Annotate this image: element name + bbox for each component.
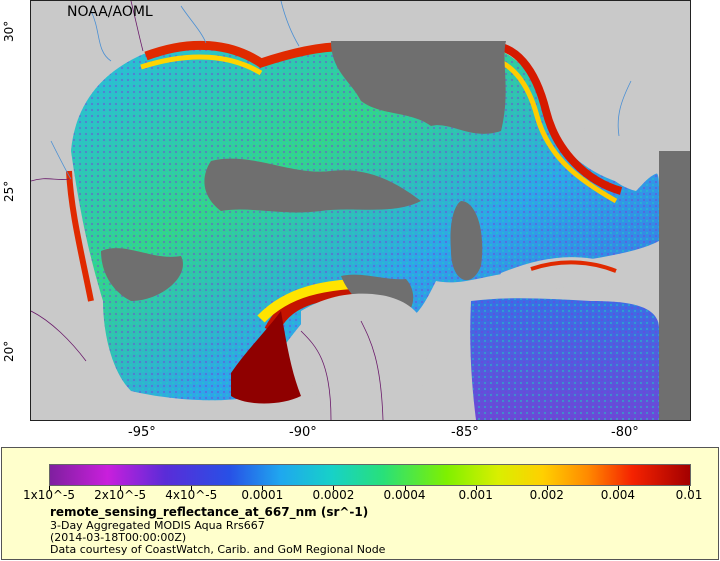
colorbar bbox=[49, 464, 691, 486]
map-source-label: NOAA/AOML bbox=[67, 4, 153, 20]
colorbar-tickmark bbox=[546, 486, 548, 490]
lat-tick-20: 20° bbox=[2, 340, 16, 362]
colorbar-tickmark bbox=[475, 486, 477, 490]
colorbar-tickmark bbox=[120, 486, 122, 490]
nodata-patches bbox=[101, 41, 506, 321]
colorbar-tick-label: 0.0004 bbox=[383, 488, 426, 502]
yucatan-land bbox=[301, 293, 428, 420]
colorbar-tickmark bbox=[333, 486, 335, 490]
colorbar-tickmark bbox=[191, 486, 193, 490]
coastal-high-reflectance-north bbox=[144, 40, 362, 68]
lon-tick-80: -80° bbox=[611, 425, 639, 440]
rivers bbox=[50, 1, 632, 180]
campeche-bay-high bbox=[231, 311, 301, 404]
map-panel[interactable]: NOAA/AOML bbox=[30, 0, 691, 421]
lon-tick-90: -90° bbox=[289, 425, 317, 440]
lat-tick-30: 30° bbox=[2, 20, 16, 42]
legend-variable-title: remote_sensing_reflectance_at_667_nm (sr… bbox=[50, 505, 369, 519]
legend-panel: 1x10^-5 2x10^-5 4x10^-5 0.0001 0.0002 0.0004 0… bbox=[1, 447, 719, 560]
colorbar-tick-label: 0.01 bbox=[675, 488, 703, 502]
lon-tick-85: -85° bbox=[451, 425, 479, 440]
colorbar-tickmark bbox=[262, 486, 264, 490]
colorbar-tick-label: 1x10^-5 bbox=[22, 488, 76, 502]
legend-date: (2014-03-18T00:00:00Z) bbox=[50, 531, 187, 544]
legend-dataset-name: 3-Day Aggregated MODIS Aqua Rrs667 bbox=[50, 519, 265, 532]
legend-credit: Data courtesy of CoastWatch, Carib. and … bbox=[50, 543, 386, 556]
borders bbox=[31, 1, 384, 420]
colorbar-tick-label: 4x10^-5 bbox=[165, 488, 218, 502]
colorbar-tick-label: 2x10^-5 bbox=[94, 488, 147, 502]
satellite-map bbox=[31, 1, 690, 420]
lat-tick-25: 25° bbox=[2, 180, 16, 202]
colorbar-tickmark bbox=[49, 486, 50, 490]
colorbar-tick-label: 0.001 bbox=[458, 488, 493, 502]
atlantic-nodata bbox=[659, 151, 690, 420]
colorbar-tickmark bbox=[617, 486, 619, 490]
colorbar-tickmark bbox=[689, 486, 690, 490]
coastal-high-reflectance-east bbox=[482, 41, 623, 195]
lon-tick-95: -95° bbox=[128, 425, 156, 440]
colorbar-tick-label: 0.004 bbox=[600, 488, 636, 502]
colorbar-tick-label: 0.002 bbox=[529, 488, 564, 502]
colorbar-tickmark bbox=[404, 486, 406, 490]
colorbar-tick-label: 0.0002 bbox=[312, 488, 355, 502]
colorbar-tick-label: 0.0001 bbox=[241, 488, 284, 502]
florida-peninsula bbox=[570, 1, 690, 191]
